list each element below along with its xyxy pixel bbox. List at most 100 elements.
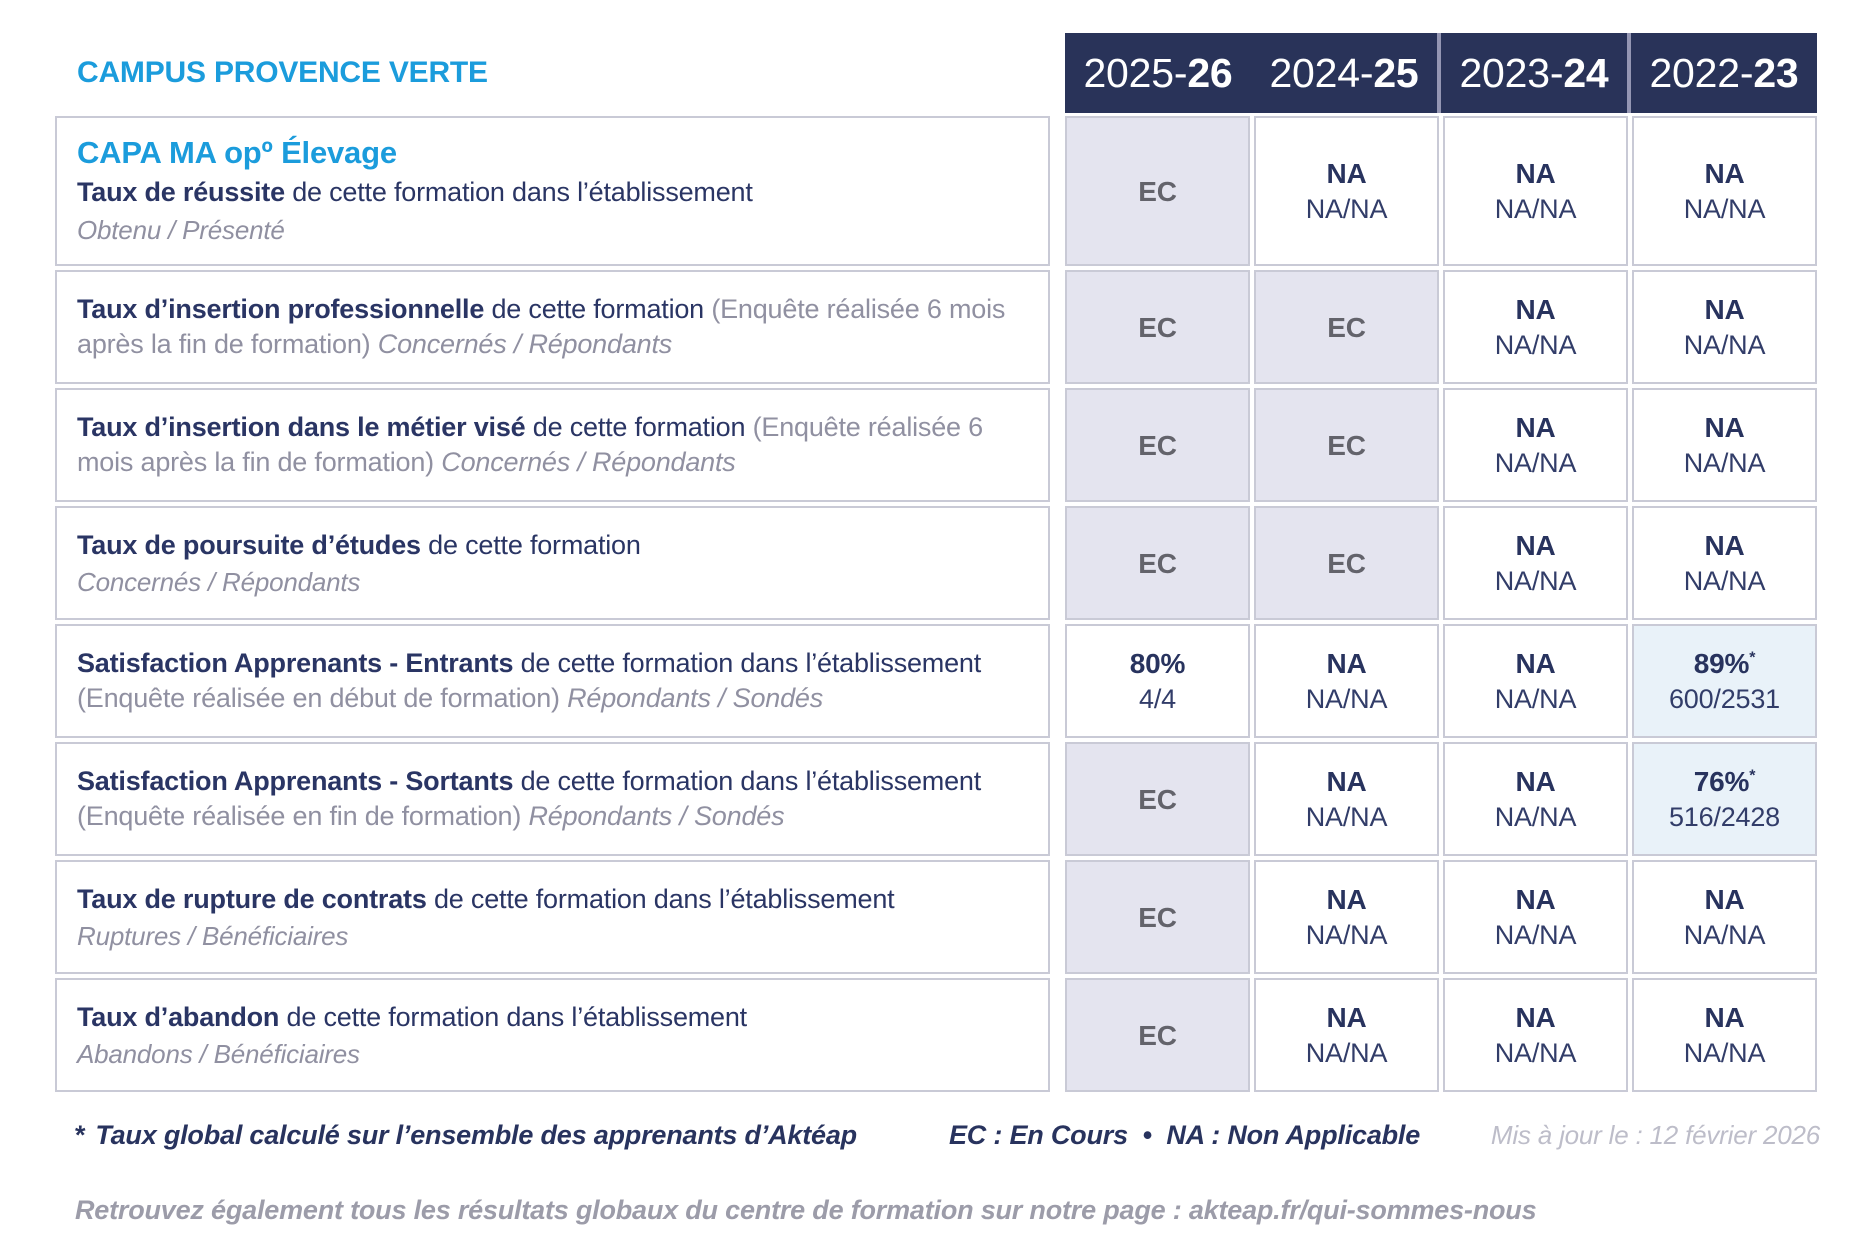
cell-detail: NA/NA (1305, 683, 1388, 714)
metric-subtitle: Concernés / Répondants (77, 566, 361, 597)
data-cell: 89%* 600/2531 (1632, 624, 1817, 738)
metric-subtitle: Abandons / Bénéficiaires (77, 1038, 360, 1069)
cell-detail: NA/NA (1683, 447, 1766, 478)
cell-detail: NA/NA (1683, 565, 1766, 596)
data-cell: NA NA/NA (1443, 860, 1628, 974)
data-cell: NA NA/NA (1443, 506, 1628, 620)
data-cell: EC (1065, 506, 1250, 620)
data-cell: EC (1254, 506, 1439, 620)
legend-text: EC : En Cours • NA : Non Applicable (948, 1120, 1421, 1150)
cell-detail: NA/NA (1494, 683, 1577, 714)
metric-title: Taux d’insertion professionnelle de cett… (77, 293, 1006, 359)
year-header: 2025- 26 2024- 25 2023- 24 2022- 23 (1065, 33, 1817, 113)
cell-detail: NA/NA (1494, 565, 1577, 596)
metric-subtitle: Obtenu / Présenté (77, 214, 285, 245)
data-cell: NA NA/NA (1443, 978, 1628, 1092)
info-line: Retrouvez également tous les résultats g… (75, 1195, 1537, 1225)
data-cell: 76%* 516/2428 (1632, 742, 1817, 856)
data-cell: NA NA/NA (1254, 116, 1439, 266)
data-cell: EC (1065, 270, 1250, 384)
data-cell: NA NA/NA (1254, 860, 1439, 974)
year-column-2022-23: 2022- 23 (1627, 33, 1817, 113)
metric-title: Satisfaction Apprenants - Entrants de ce… (77, 647, 982, 713)
metric-title: Taux de rupture de contrats de cette for… (77, 883, 895, 914)
cell-value: NA (1515, 411, 1556, 443)
metric-subtitle: Ruptures / Bénéficiaires (77, 920, 349, 951)
data-cell: NA NA/NA (1632, 506, 1817, 620)
cell-value: EC (1327, 429, 1366, 461)
updated-date: Mis à jour le : 12 février 2026 (1490, 1120, 1820, 1150)
cell-detail: NA/NA (1683, 193, 1766, 224)
year-column-2023-24: 2023- 24 (1437, 33, 1627, 113)
cell-value: EC (1138, 783, 1177, 815)
data-cell: NA NA/NA (1254, 742, 1439, 856)
cell-detail: NA/NA (1305, 919, 1388, 950)
year-column-2024-25: 2024- 25 (1269, 49, 1419, 96)
cell-value: NA (1326, 157, 1367, 189)
row-label-insertion-metier-vise: Taux d’insertion dans le métier visé de … (55, 388, 1050, 502)
cell-value: EC (1138, 429, 1177, 461)
global-rate-asterisk: * (1749, 649, 1756, 667)
cell-value: EC (1138, 311, 1177, 343)
data-cell: NA NA/NA (1254, 978, 1439, 1092)
cell-value: EC (1138, 1019, 1177, 1051)
metric-title: Taux de poursuite d’études de cette form… (77, 529, 641, 560)
cell-detail: NA/NA (1494, 801, 1577, 832)
cell-value: 76%* (1693, 765, 1756, 797)
data-cell: NA NA/NA (1443, 624, 1628, 738)
top-band: CAMPUS PROVENCE VERTE 2025- 26 2024- 25 20… (55, 33, 1820, 113)
data-cell: NA NA/NA (1443, 742, 1628, 856)
cell-detail: 516/2428 (1668, 801, 1780, 832)
cell-value: NA (1515, 293, 1556, 325)
cell-value: NA (1326, 647, 1367, 679)
data-cell: EC (1254, 388, 1439, 502)
year-column-2025-26: 2025- 26 (1083, 49, 1233, 96)
cell-value: NA (1704, 157, 1745, 189)
data-cell: NA NA/NA (1632, 270, 1817, 384)
cell-value: EC (1327, 547, 1366, 579)
data-cell: NA NA/NA (1443, 270, 1628, 384)
cell-value: EC (1327, 311, 1366, 343)
metric-title: Taux d’insertion dans le métier visé de … (77, 411, 983, 477)
row-label-taux-de-reussite: CAPA MA opº Élevage Taux de réussite de … (55, 116, 1050, 266)
data-cell: NA NA/NA (1443, 388, 1628, 502)
data-grid: EC NA NA/NA NA NA/NA NA NA/NA EC EC NA NA/NA… (1065, 116, 1817, 1092)
cell-value: NA (1704, 1001, 1745, 1033)
data-cell: NA NA/NA (1632, 388, 1817, 502)
cell-detail: NA/NA (1683, 1037, 1766, 1068)
row-label-insertion-professionnelle: Taux d’insertion professionnelle de cett… (55, 270, 1050, 384)
cell-value: EC (1138, 901, 1177, 933)
data-cell: NA NA/NA (1632, 116, 1817, 266)
label-column: CAPA MA opº Élevage Taux de réussite de … (55, 116, 1050, 1092)
cell-detail: NA/NA (1683, 919, 1766, 950)
footnote-star: * (75, 1120, 86, 1150)
metric-title: Taux d’abandon de cette formation dans l… (77, 1001, 747, 1032)
data-cell: EC (1065, 742, 1250, 856)
cell-detail: 4/4 (1139, 683, 1176, 714)
cell-value: NA (1515, 765, 1556, 797)
cell-detail: NA/NA (1305, 193, 1388, 224)
row-label-satisfaction-entrants: Satisfaction Apprenants - Entrants de ce… (55, 624, 1050, 738)
row-label-abandon: Taux d’abandon de cette formation dans l… (55, 978, 1050, 1092)
row-label-poursuite-etudes: Taux de poursuite d’études de cette form… (55, 506, 1050, 620)
cell-value: NA (1515, 647, 1556, 679)
data-cell: 80% 4/4 (1065, 624, 1250, 738)
cell-value: EC (1138, 175, 1177, 207)
data-cell: EC (1065, 388, 1250, 502)
data-cell: EC (1065, 978, 1250, 1092)
cell-detail: NA/NA (1494, 329, 1577, 360)
cell-value: NA (1515, 529, 1556, 561)
cell-value: NA (1704, 529, 1745, 561)
cell-detail: NA/NA (1494, 447, 1577, 478)
cell-detail: NA/NA (1494, 919, 1577, 950)
data-cell: NA NA/NA (1632, 860, 1817, 974)
indicators-table: CAPA MA opº Élevage Taux de réussite de … (55, 116, 1820, 1092)
cell-value: 89%* (1693, 647, 1756, 679)
cell-detail: NA/NA (1683, 329, 1766, 360)
cell-value: NA (1515, 1001, 1556, 1033)
global-rate-asterisk: * (1749, 767, 1756, 785)
data-cell: EC (1254, 270, 1439, 384)
campus-title: CAMPUS PROVENCE VERTE (77, 56, 488, 89)
cell-detail: NA/NA (1494, 193, 1577, 224)
